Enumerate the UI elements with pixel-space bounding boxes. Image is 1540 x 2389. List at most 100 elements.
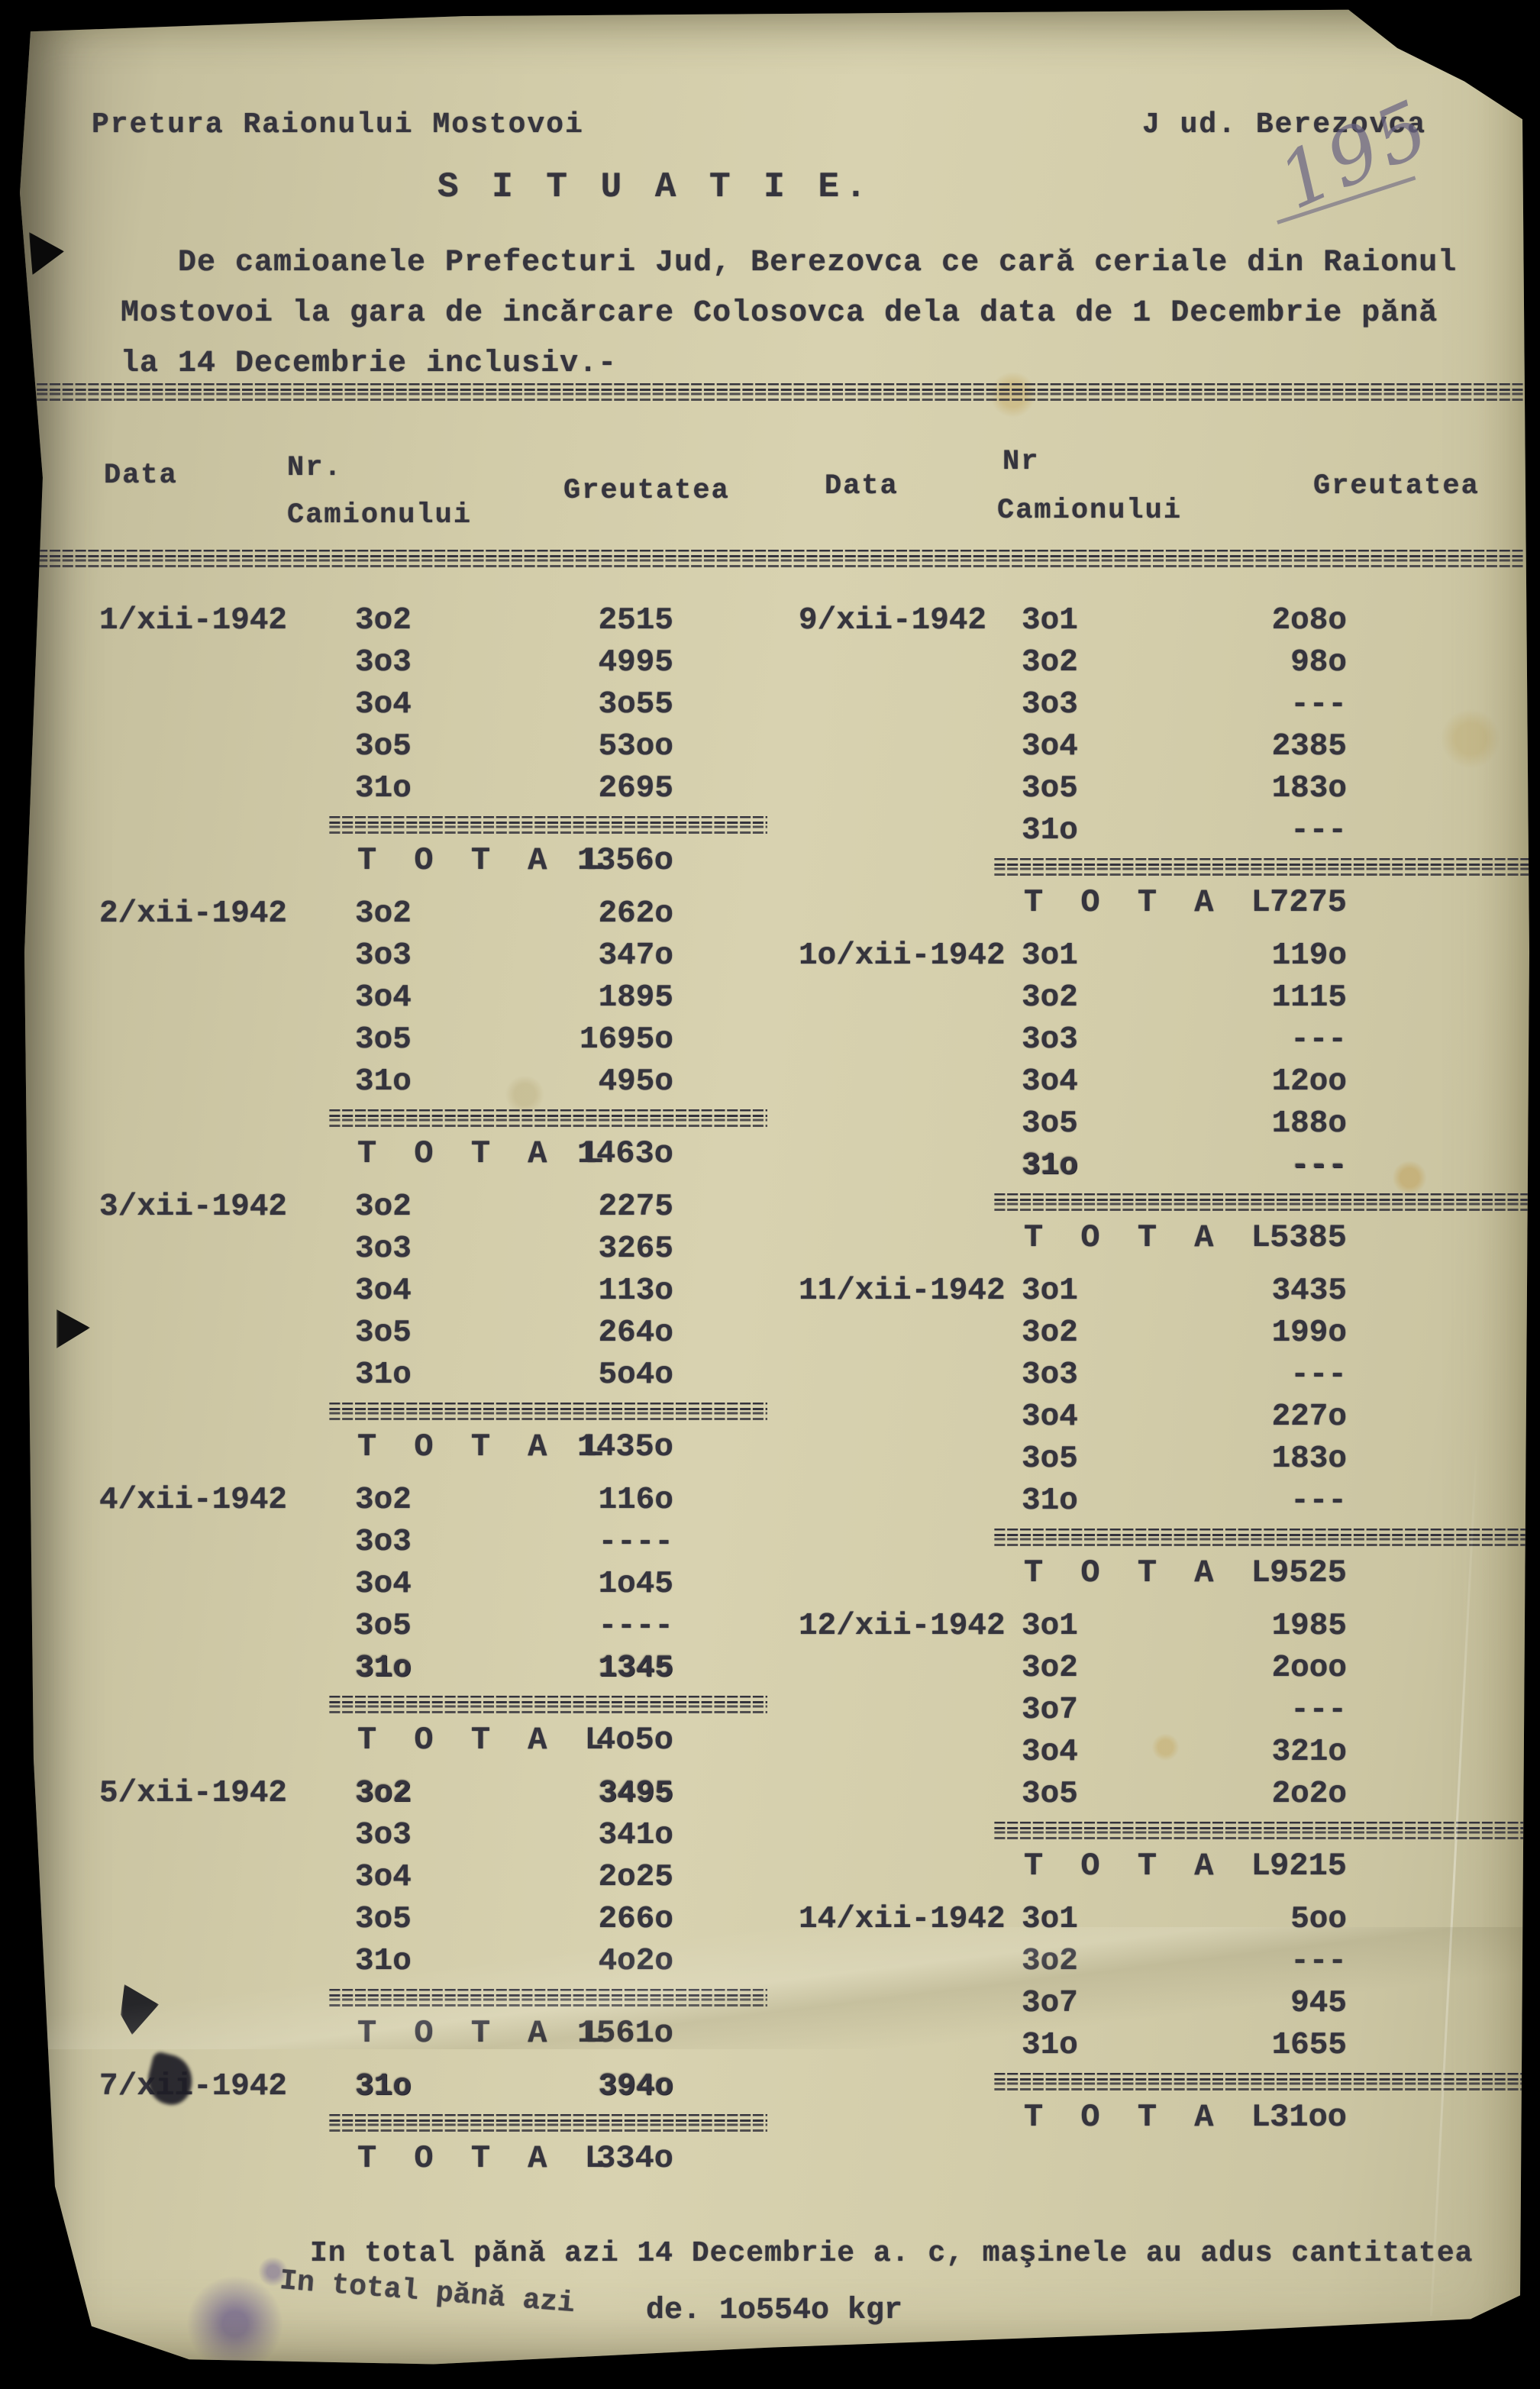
total-row: T O T A L1561o bbox=[99, 2015, 794, 2058]
table-row: 3o4 113o bbox=[99, 1274, 794, 1316]
weight-cell: 2o2o bbox=[1271, 1777, 1347, 1812]
total-value: 9525 bbox=[1270, 1554, 1347, 1591]
truck-number-cell: 31o bbox=[1022, 1148, 1078, 1183]
table-row: 3o5 53oo bbox=[99, 729, 794, 771]
col-header-greutatea-left: Greutatea bbox=[563, 475, 730, 507]
table-section: 3/xii-1942 3o2 2275 3o3 3265 3o4 113o 3o5 264o 31… bbox=[99, 1190, 794, 1472]
total-label: T O T A L bbox=[357, 842, 613, 879]
weight-cell: 2o8o bbox=[1271, 603, 1347, 638]
section-separator: ======================================== bbox=[328, 2114, 767, 2132]
table-row: 3o5 183o bbox=[799, 1441, 1529, 1483]
table-row: 3o4 321o bbox=[799, 1735, 1529, 1777]
truck-number-cell: 31o bbox=[355, 1358, 412, 1393]
table-section: 7/xii-1942 31o 394o =======================… bbox=[99, 2069, 794, 2184]
truck-number-cell: 3o2 bbox=[355, 603, 412, 638]
truck-number-cell: 3o1 bbox=[1022, 1274, 1078, 1309]
date-cell: 4/xii-1942 bbox=[99, 1483, 288, 1518]
table-row: 12/xii-1942 3o1 1985 bbox=[799, 1609, 1529, 1651]
table-row: 1/xii-1942 3o2 2515 bbox=[99, 603, 794, 645]
table-section: 9/xii-1942 3o1 2o8o 3o2 98o 3o3 --- 3o4 2385 3o5 1… bbox=[799, 603, 1529, 928]
weight-cell: 183o bbox=[1271, 771, 1347, 806]
col-header-camion-left: Camionului bbox=[287, 499, 473, 531]
weight-cell: 12oo bbox=[1271, 1064, 1347, 1099]
total-row: T O T A L 31oo bbox=[799, 2099, 1529, 2142]
section-separator: ======================================== bbox=[328, 1403, 767, 1420]
truck-number-cell: 3o1 bbox=[1022, 603, 1078, 638]
weight-cell: 183o bbox=[1271, 1441, 1347, 1477]
truck-number-cell: 31o bbox=[1022, 1483, 1078, 1519]
truck-number-cell: 31o bbox=[355, 1064, 412, 1099]
weight-cell: --- bbox=[1290, 1022, 1347, 1057]
weight-cell: 4995 bbox=[598, 645, 673, 680]
date-cell: 1o/xii-1942 bbox=[799, 938, 1006, 973]
weight-cell: 3495 bbox=[598, 1776, 673, 1811]
table-row: 3o2 --- bbox=[799, 1944, 1529, 1986]
truck-number-cell: 3o5 bbox=[355, 1316, 412, 1351]
weight-cell: 113o bbox=[598, 1274, 673, 1309]
table-row: 3o4 1o45 bbox=[99, 1567, 794, 1609]
footer-ghost-typing: In total pănă azi bbox=[278, 2265, 576, 2321]
table-row: 2/xii-1942 3o2 262o bbox=[99, 896, 794, 938]
truck-number-cell: 3o5 bbox=[1022, 1106, 1078, 1141]
table-row: 31o 4o2o bbox=[99, 1944, 794, 1986]
table-row: 31o 1655 bbox=[799, 2028, 1529, 2070]
col-header-nr-right: Nr bbox=[1002, 446, 1040, 478]
paper-tear bbox=[56, 1309, 90, 1348]
table-row: 31o --- bbox=[799, 1483, 1529, 1525]
table-row: 3o7 945 bbox=[799, 1986, 1529, 2028]
weight-cell: 2385 bbox=[1271, 729, 1347, 764]
truck-number-cell: 3o3 bbox=[1022, 687, 1078, 722]
intro-line: la 14 Decembrie inclusiv.- bbox=[121, 347, 618, 381]
truck-number-cell: 31o bbox=[355, 771, 412, 806]
weight-cell: 2ooo bbox=[1271, 1651, 1347, 1686]
weight-cell: 1345 bbox=[598, 1651, 673, 1686]
col-header-date-right: Data bbox=[825, 470, 899, 502]
weight-cell: ---- bbox=[598, 1609, 673, 1644]
total-label: T O T A L bbox=[1024, 1848, 1280, 1884]
section-separator: ========================================… bbox=[993, 1193, 1540, 1211]
paper-tear bbox=[29, 232, 64, 275]
section-separator: ======================================== bbox=[328, 1109, 767, 1127]
weight-cell: 266o bbox=[598, 1902, 673, 1937]
table-row: 31o 5o4o bbox=[99, 1358, 794, 1400]
table-row: 3o5 1695o bbox=[99, 1022, 794, 1064]
weight-cell: 2o25 bbox=[598, 1860, 673, 1895]
weight-cell: 1o45 bbox=[598, 1567, 673, 1602]
date-cell: 1/xii-1942 bbox=[99, 603, 288, 638]
intro-paragraph: De camioanele Prefecturi Jud, Berezovca … bbox=[121, 238, 1480, 389]
weight-cell: 2695 bbox=[598, 771, 673, 806]
col-header-camion-right: Camionului bbox=[997, 495, 1183, 527]
table-row: 3o5 264o bbox=[99, 1316, 794, 1358]
table-row: 31o 495o bbox=[99, 1064, 794, 1106]
total-value: 7275 bbox=[1270, 884, 1347, 921]
table-row: 14/xii-1942 3o1 5oo bbox=[799, 1902, 1529, 1944]
truck-number-cell: 3o2 bbox=[355, 1776, 412, 1811]
weight-cell: --- bbox=[1290, 813, 1347, 848]
date-cell: 9/xii-1942 bbox=[799, 603, 987, 638]
total-label: T O T A L bbox=[1024, 2099, 1280, 2136]
truck-number-cell: 31o bbox=[1022, 813, 1078, 848]
truck-number-cell: 31o bbox=[355, 1651, 412, 1686]
total-label: T O T A L bbox=[1024, 884, 1280, 921]
weight-cell: 116o bbox=[598, 1483, 673, 1518]
intro-line: De camioanele Prefecturi Jud, Berezovca … bbox=[178, 246, 1458, 280]
total-label: T O T A L bbox=[357, 2015, 613, 2052]
table-row: 3o7 --- bbox=[799, 1693, 1529, 1735]
weight-cell: 98o bbox=[1290, 645, 1347, 680]
table-row: 31o 2695 bbox=[99, 771, 794, 813]
total-value: 1435o bbox=[576, 1429, 673, 1465]
weight-cell: 1985 bbox=[1271, 1609, 1347, 1644]
truck-number-cell: 31o bbox=[355, 1944, 412, 1979]
truck-number-cell: 3o4 bbox=[1022, 729, 1078, 764]
total-row: T O T A L 1356o bbox=[99, 842, 794, 886]
table-row: 3o2 199o bbox=[799, 1316, 1529, 1358]
total-value: 4o5o bbox=[596, 1722, 673, 1758]
truck-number-cell: 3o4 bbox=[355, 687, 412, 722]
weight-cell: --- bbox=[1290, 1693, 1347, 1728]
weight-cell: 262o bbox=[598, 896, 673, 931]
table-row: 3o4 12oo bbox=[799, 1064, 1529, 1106]
total-label: T O T A L bbox=[357, 1722, 613, 1758]
weight-cell: 188o bbox=[1271, 1106, 1347, 1141]
paper-crease-band bbox=[19, 1927, 1530, 2049]
weight-cell: 119o bbox=[1271, 938, 1347, 973]
